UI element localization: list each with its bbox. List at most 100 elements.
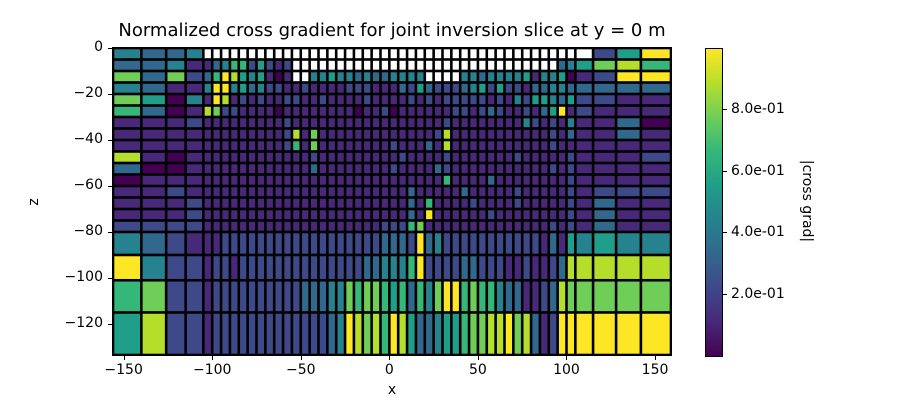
heatmap-cell	[399, 60, 406, 70]
heatmap-cell	[240, 118, 247, 128]
heatmap-cell	[284, 141, 291, 151]
y-tick-mark	[108, 323, 113, 325]
heatmap-cell	[328, 233, 335, 254]
heatmap-cell	[142, 313, 165, 354]
heatmap-cell	[355, 187, 362, 197]
heatmap-cell	[505, 187, 513, 197]
heatmap-cell	[302, 210, 309, 220]
heatmap-cell	[266, 60, 273, 70]
heatmap-cell	[248, 256, 256, 279]
heatmap-cell	[576, 118, 592, 128]
heatmap-cell	[505, 83, 513, 93]
heatmap-cell	[567, 129, 575, 139]
heatmap-cell	[204, 175, 211, 185]
heatmap-cell	[240, 233, 247, 254]
heatmap-cell	[558, 83, 566, 93]
heatmap-cell	[514, 187, 521, 197]
heatmap-cell	[142, 95, 165, 105]
heatmap-cell	[488, 233, 495, 254]
heatmap-cell	[550, 313, 557, 354]
heatmap-cell	[372, 210, 380, 220]
heatmap-cell	[114, 221, 141, 231]
heatmap-cell	[167, 313, 185, 354]
heatmap-cell	[284, 49, 291, 59]
heatmap-cell	[328, 256, 335, 279]
heatmap-cell	[275, 164, 282, 174]
heatmap-cell	[275, 60, 282, 70]
heatmap-cell	[443, 233, 451, 254]
heatmap-cell	[142, 233, 165, 254]
heatmap-cell	[231, 141, 238, 151]
heatmap-cell	[558, 233, 566, 254]
heatmap-cell	[505, 210, 513, 220]
heatmap-cell	[337, 198, 344, 208]
heatmap-cell	[257, 281, 265, 312]
y-tick-label: 0	[94, 39, 103, 55]
heatmap-cell	[567, 49, 575, 59]
heatmap-cell	[488, 83, 495, 93]
heatmap-cell	[452, 256, 459, 279]
heatmap-cell	[114, 106, 141, 116]
heatmap-cell	[142, 175, 165, 185]
heatmap-cell	[399, 256, 406, 279]
heatmap-cell	[426, 210, 433, 220]
heatmap-cell	[567, 106, 575, 116]
heatmap-cell	[204, 313, 211, 354]
heatmap-cell	[461, 95, 468, 105]
heatmap-cell	[240, 106, 247, 116]
heatmap-cell	[541, 256, 548, 279]
heatmap-cell	[399, 313, 406, 354]
heatmap-cell	[310, 129, 318, 139]
heatmap-cell	[523, 129, 530, 139]
heatmap-cell	[240, 141, 247, 151]
heatmap-cell	[452, 187, 459, 197]
heatmap-cell	[399, 164, 406, 174]
heatmap-cell	[532, 60, 539, 70]
heatmap-cell	[408, 233, 415, 254]
heatmap-cell	[514, 49, 521, 59]
heatmap-cell	[408, 256, 415, 279]
heatmap-cell	[558, 72, 566, 82]
heatmap-cell	[390, 210, 397, 220]
heatmap-cell	[594, 281, 615, 312]
heatmap-cell	[470, 256, 477, 279]
heatmap-cell	[576, 141, 592, 151]
heatmap-cell	[576, 313, 592, 354]
heatmap-cell	[617, 49, 640, 59]
heatmap-cell	[496, 256, 504, 279]
heatmap-cell	[302, 106, 309, 116]
heatmap-cell	[426, 221, 433, 231]
heatmap-cell	[479, 233, 486, 254]
heatmap-cell	[257, 152, 265, 162]
heatmap-cell	[452, 118, 459, 128]
y-tick-label: −20	[73, 84, 103, 101]
heatmap-cell	[488, 164, 495, 174]
heatmap-cell	[505, 72, 513, 82]
heatmap-cell	[426, 164, 433, 174]
heatmap-cell	[505, 198, 513, 208]
heatmap-cell	[266, 106, 273, 116]
heatmap-cell	[213, 164, 220, 174]
heatmap-cell	[532, 281, 539, 312]
heatmap-cell	[186, 221, 203, 231]
heatmap-cell	[319, 198, 327, 208]
y-tick-mark	[108, 185, 113, 187]
heatmap-cell	[488, 281, 495, 312]
heatmap-cell	[452, 152, 459, 162]
heatmap-cell	[248, 72, 256, 82]
heatmap-cell	[470, 83, 477, 93]
heatmap-cell	[390, 233, 397, 254]
heatmap-cell	[142, 152, 165, 162]
heatmap-cell	[328, 72, 335, 82]
heatmap-cell	[550, 221, 557, 231]
colorbar-tick-mark	[722, 170, 727, 172]
heatmap-cell	[293, 106, 300, 116]
heatmap-cell	[452, 49, 459, 59]
heatmap-cell	[372, 164, 380, 174]
heatmap-cell	[355, 152, 362, 162]
heatmap-cell	[372, 83, 380, 93]
heatmap-cell	[488, 152, 495, 162]
heatmap-cell	[496, 60, 504, 70]
heatmap-cell	[275, 72, 282, 82]
heatmap-cell	[142, 106, 165, 116]
